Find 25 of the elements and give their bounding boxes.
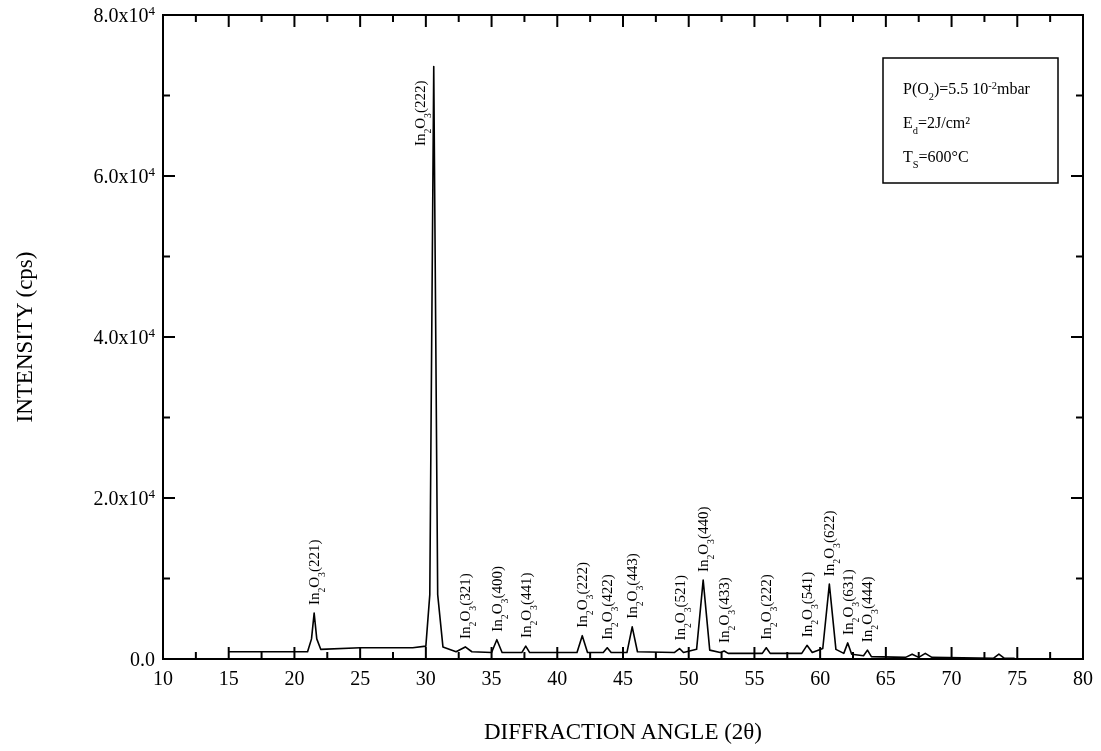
x-tick-label: 65 — [875, 667, 896, 689]
y-axis-title: INTENSITY (cps) — [12, 251, 37, 423]
x-tick-label: 70 — [941, 667, 962, 689]
x-tick-label: 40 — [547, 667, 568, 689]
y-tick-label: 2.0x10$^{4}$ — [93, 485, 156, 509]
annotation: P(O$_{2}$)=5.5 10$^{-2}$mbar — [903, 79, 1031, 102]
annotation: E$_{d}$=2J/cm² — [903, 114, 971, 136]
x-tick-label: 80 — [1073, 667, 1093, 689]
x-tick-label: 30 — [415, 667, 436, 689]
x-tick-label: 25 — [350, 667, 371, 689]
x-tick-label: 50 — [678, 667, 699, 689]
y-tick-label: 0.0 — [130, 648, 155, 670]
y-tick-label: 6.0x10$^{4}$ — [93, 163, 156, 187]
x-tick-label: 60 — [810, 667, 831, 689]
x-tick-label: 15 — [218, 667, 239, 689]
x-tick-label: 10 — [153, 667, 173, 689]
x-tick-label: 75 — [1007, 667, 1028, 689]
x-tick-label: 35 — [481, 667, 502, 689]
x-tick-label: 55 — [744, 667, 765, 689]
y-tick-label: 4.0x10$^{4}$ — [93, 324, 156, 348]
x-axis-title: DIFFRACTION ANGLE (2θ) — [483, 719, 763, 744]
x-tick-label: 20 — [284, 667, 305, 689]
y-tick-label: 8.0x10$^{4}$ — [93, 2, 156, 26]
annotation: T$_{S}$=600°C — [903, 148, 969, 170]
x-tick-label: 45 — [613, 667, 633, 689]
